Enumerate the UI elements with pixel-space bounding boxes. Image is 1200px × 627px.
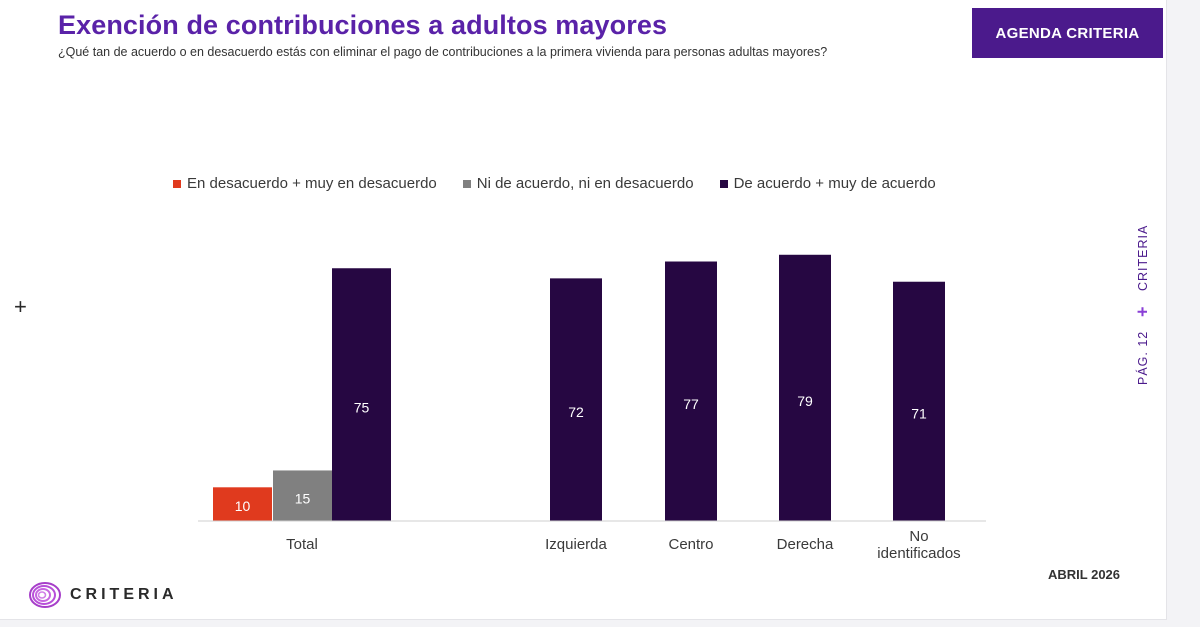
chart-legend: En desacuerdo + muy en desacuerdo Ni de … — [173, 175, 936, 192]
bar-value-label-derecha-0: 79 — [797, 393, 813, 409]
bar-derecha-0 — [779, 254, 831, 521]
bar-no-identificados-0 — [893, 281, 945, 521]
category-label-derecha: Derecha — [777, 536, 834, 553]
bottom-margin — [0, 620, 1200, 627]
outer-margin — [1167, 0, 1200, 627]
criteria-logo-text: CRITERIA — [70, 586, 178, 603]
bar-value-label-centro-0: 77 — [683, 396, 699, 412]
bar-value-label-no-identificados-0: 71 — [911, 405, 927, 421]
legend-swatch-purple — [719, 179, 728, 188]
page-subtitle: ¿Qué tan de acuerdo o en desacuerdo está… — [58, 45, 828, 59]
chart-value-labels: 10 15 75 72 77 79 71 — [235, 393, 927, 514]
bar-value-label-izquierda-0: 72 — [568, 404, 584, 420]
bar-value-label-total-0: 10 — [235, 498, 251, 514]
bar-centro-0 — [665, 261, 717, 521]
legend-label-disagree: En desacuerdo + muy en desacuerdo — [187, 175, 437, 192]
legend-item-disagree: En desacuerdo + muy en desacuerdo — [173, 175, 437, 192]
page-title: Exención de contribuciones a adultos may… — [58, 10, 668, 40]
bar-total-1 — [273, 470, 332, 521]
plus-icon: + — [14, 294, 27, 319]
category-label-izquierda: Izquierda — [545, 536, 607, 553]
report-date: ABRIL 2026 — [1048, 567, 1121, 582]
bar-total-2 — [332, 268, 391, 521]
chart-category-labels: Total Izquierda Centro Derecha No identificad… — [286, 528, 961, 562]
criteria-logo-icon — [29, 582, 61, 608]
legend-swatch-gray — [462, 179, 471, 188]
agenda-criteria-button[interactable]: AGENDA CRITERIA — [972, 8, 1163, 58]
bar-value-label-total-1: 15 — [295, 490, 311, 506]
chart-bars — [213, 254, 945, 521]
criteria-logo: CRITERIA — [28, 580, 178, 610]
legend-label-neutral: Ni de acuerdo, ni en desacuerdo — [476, 175, 694, 192]
legend-label-agree: De acuerdo + muy de acuerdo — [733, 175, 936, 192]
category-label-total: Total — [286, 536, 318, 553]
category-label-no-identificados: No identificados — [877, 528, 960, 562]
category-label-centro: Centro — [668, 536, 713, 553]
legend-item-neutral: Ni de acuerdo, ni en desacuerdo — [462, 175, 694, 192]
legend-swatch-red — [173, 179, 181, 188]
bar-izquierda-0 — [550, 278, 602, 521]
legend-item-agree: De acuerdo + muy de acuerdo — [719, 175, 936, 192]
bar-value-label-total-2: 75 — [354, 399, 370, 415]
bar-total-0 — [213, 487, 272, 521]
